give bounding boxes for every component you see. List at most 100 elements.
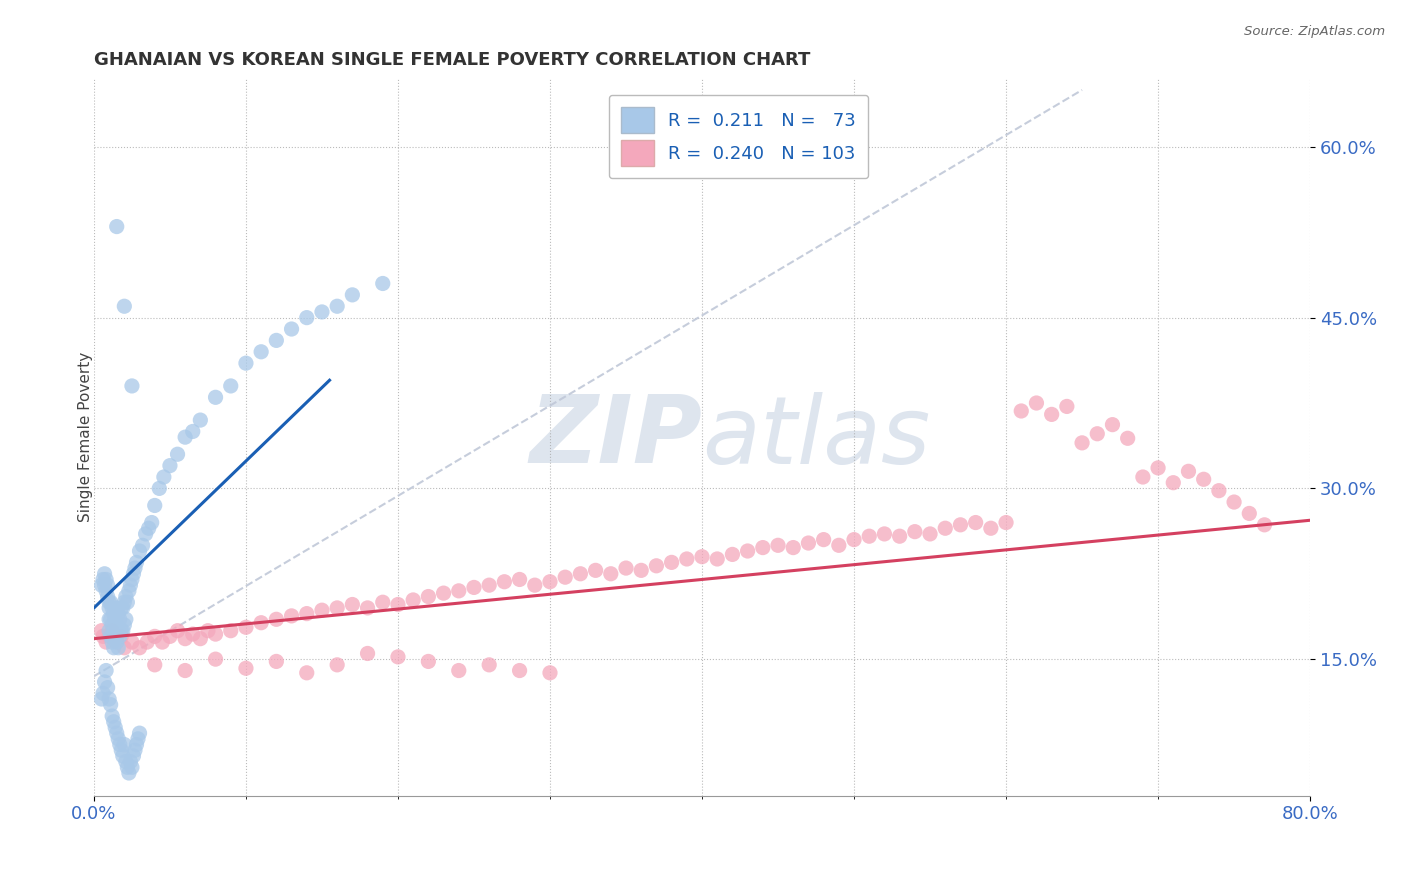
Point bbox=[101, 601, 124, 615]
Point bbox=[103, 714, 125, 729]
Point bbox=[112, 595, 135, 609]
Point bbox=[197, 624, 219, 638]
Point bbox=[97, 681, 120, 695]
Point bbox=[235, 356, 257, 370]
Point bbox=[219, 624, 242, 638]
Point bbox=[949, 517, 972, 532]
Legend: R =  0.211   N =   73, R =  0.240   N = 103: R = 0.211 N = 73, R = 0.240 N = 103 bbox=[609, 95, 869, 178]
Point bbox=[90, 692, 112, 706]
Point bbox=[1239, 507, 1261, 521]
Point bbox=[418, 590, 440, 604]
Point bbox=[138, 521, 160, 535]
Point bbox=[1132, 470, 1154, 484]
Point bbox=[181, 425, 204, 439]
Point bbox=[295, 607, 318, 621]
Point bbox=[100, 629, 122, 643]
Point bbox=[690, 549, 713, 564]
Point bbox=[105, 726, 128, 740]
Point bbox=[118, 766, 141, 780]
Point bbox=[813, 533, 835, 547]
Point bbox=[1223, 495, 1246, 509]
Point bbox=[965, 516, 987, 530]
Point bbox=[94, 583, 117, 598]
Point bbox=[90, 624, 112, 638]
Point bbox=[614, 561, 637, 575]
Point bbox=[188, 632, 211, 646]
Point bbox=[509, 664, 531, 678]
Point bbox=[721, 548, 744, 562]
Point bbox=[295, 310, 318, 325]
Point bbox=[105, 601, 128, 615]
Point bbox=[104, 721, 127, 735]
Point bbox=[128, 726, 150, 740]
Point bbox=[120, 755, 142, 769]
Point bbox=[112, 640, 135, 655]
Point bbox=[98, 595, 121, 609]
Point bbox=[143, 629, 166, 643]
Point bbox=[111, 624, 134, 638]
Point bbox=[159, 629, 181, 643]
Point bbox=[569, 566, 592, 581]
Point bbox=[478, 657, 501, 672]
Point bbox=[141, 516, 163, 530]
Point bbox=[107, 607, 129, 621]
Point bbox=[342, 288, 364, 302]
Point bbox=[904, 524, 927, 539]
Point bbox=[115, 612, 138, 626]
Point bbox=[509, 573, 531, 587]
Point bbox=[108, 738, 131, 752]
Point bbox=[918, 527, 941, 541]
Point bbox=[1040, 408, 1063, 422]
Point bbox=[311, 305, 333, 319]
Point bbox=[110, 743, 132, 757]
Point bbox=[188, 413, 211, 427]
Point bbox=[1010, 404, 1032, 418]
Point bbox=[105, 635, 128, 649]
Point bbox=[356, 647, 378, 661]
Point bbox=[1161, 475, 1184, 490]
Point bbox=[112, 299, 135, 313]
Point bbox=[122, 748, 145, 763]
Point bbox=[150, 635, 173, 649]
Point bbox=[166, 447, 188, 461]
Point bbox=[103, 607, 125, 621]
Point bbox=[117, 760, 139, 774]
Point bbox=[661, 555, 683, 569]
Point bbox=[266, 612, 288, 626]
Point bbox=[995, 516, 1018, 530]
Point bbox=[387, 598, 409, 612]
Point bbox=[1147, 461, 1170, 475]
Point bbox=[98, 612, 121, 626]
Point bbox=[250, 344, 273, 359]
Point bbox=[121, 760, 143, 774]
Point bbox=[90, 578, 112, 592]
Point bbox=[127, 731, 149, 746]
Point bbox=[295, 665, 318, 680]
Point bbox=[1071, 435, 1094, 450]
Point bbox=[630, 563, 652, 577]
Point bbox=[766, 538, 789, 552]
Point bbox=[752, 541, 775, 555]
Point bbox=[98, 692, 121, 706]
Point bbox=[120, 578, 142, 592]
Point bbox=[478, 578, 501, 592]
Point bbox=[447, 583, 470, 598]
Point bbox=[166, 624, 188, 638]
Point bbox=[889, 529, 911, 543]
Point bbox=[342, 598, 364, 612]
Point bbox=[1192, 472, 1215, 486]
Point bbox=[117, 595, 139, 609]
Point bbox=[737, 544, 759, 558]
Point bbox=[326, 657, 349, 672]
Point bbox=[104, 629, 127, 643]
Point bbox=[93, 674, 115, 689]
Point bbox=[101, 709, 124, 723]
Point bbox=[371, 595, 394, 609]
Point bbox=[107, 624, 129, 638]
Point bbox=[1116, 431, 1139, 445]
Point bbox=[112, 618, 135, 632]
Point bbox=[98, 601, 121, 615]
Point bbox=[235, 620, 257, 634]
Point bbox=[1101, 417, 1123, 432]
Text: GHANAIAN VS KOREAN SINGLE FEMALE POVERTY CORRELATION CHART: GHANAIAN VS KOREAN SINGLE FEMALE POVERTY… bbox=[94, 51, 810, 69]
